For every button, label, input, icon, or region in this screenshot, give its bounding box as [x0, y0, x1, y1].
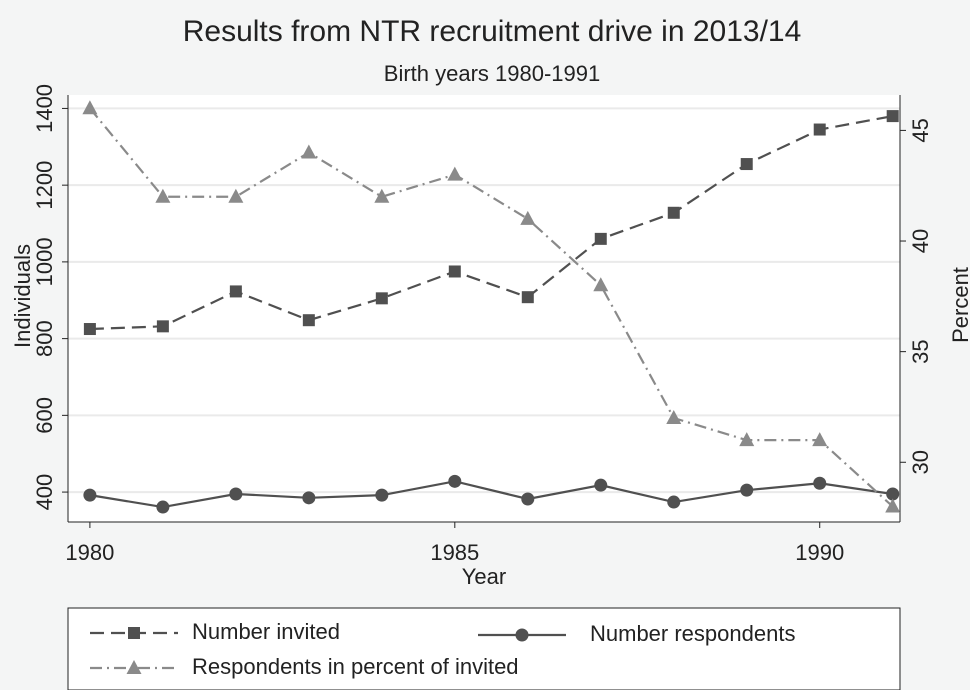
- series-line: [89, 115, 893, 331]
- x-tick-label: 1985: [430, 540, 479, 565]
- data-point: [301, 144, 317, 159]
- data-point: [666, 410, 682, 425]
- x-tick-label: 1990: [795, 540, 844, 565]
- y-tick-label: 1200: [32, 161, 57, 210]
- x-axis-label: Year: [462, 564, 506, 589]
- y2-axis-label: Percent: [948, 267, 970, 343]
- data-point: [886, 487, 900, 501]
- y-tick-label: 800: [32, 320, 57, 357]
- data-point: [155, 188, 171, 203]
- data-point: [228, 188, 244, 203]
- data-point: [739, 432, 755, 447]
- plot-area: [68, 95, 900, 522]
- data-point: [448, 265, 461, 278]
- data-point: [374, 188, 390, 203]
- data-point: [594, 478, 608, 492]
- data-point: [521, 492, 535, 506]
- legend-label: Number invited: [192, 619, 340, 644]
- data-point: [82, 100, 98, 115]
- chart-title: Results from NTR recruitment drive in 20…: [183, 15, 802, 48]
- data-point: [83, 488, 97, 502]
- legend-label: Number respondents: [590, 621, 795, 646]
- data-point: [229, 487, 243, 501]
- data-point: [813, 123, 826, 136]
- data-point: [813, 476, 827, 490]
- y-tick-label: 600: [32, 397, 57, 434]
- y-tick-label: 400: [32, 474, 57, 511]
- x-tick-label: 1980: [65, 540, 114, 565]
- legend-marker: [515, 628, 529, 642]
- data-point: [667, 206, 680, 219]
- data-point: [520, 210, 536, 225]
- legend-marker: [126, 660, 142, 674]
- legend-marker: [128, 627, 140, 639]
- data-point: [83, 323, 96, 336]
- chart-subtitle: Birth years 1980-1991: [384, 61, 600, 86]
- data-point: [302, 491, 316, 505]
- data-point: [667, 495, 681, 509]
- y2-tick-label: 30: [908, 450, 933, 474]
- data-point: [740, 158, 753, 171]
- data-point: [156, 320, 169, 333]
- y2-tick-label: 45: [908, 118, 933, 142]
- data-point: [375, 292, 388, 305]
- data-point: [302, 314, 315, 327]
- data-point: [812, 432, 828, 447]
- y-axis-label: Individuals: [10, 244, 35, 348]
- series-line: [89, 480, 893, 509]
- data-point: [447, 166, 463, 181]
- y2-tick-label: 35: [908, 339, 933, 363]
- data-point: [229, 285, 242, 298]
- data-point: [885, 498, 901, 513]
- legend-box: [67, 607, 901, 690]
- data-point: [594, 232, 607, 245]
- y-tick-label: 1400: [32, 84, 57, 133]
- data-point: [156, 500, 170, 514]
- data-point: [521, 291, 534, 304]
- series-line: [89, 107, 894, 508]
- data-point: [740, 483, 754, 497]
- legend-label: Respondents in percent of invited: [192, 654, 519, 679]
- data-point: [593, 277, 609, 292]
- data-point: [886, 110, 899, 123]
- data-point: [448, 474, 462, 488]
- y2-tick-label: 40: [908, 229, 933, 253]
- data-point: [375, 488, 389, 502]
- y-tick-label: 1000: [32, 237, 57, 286]
